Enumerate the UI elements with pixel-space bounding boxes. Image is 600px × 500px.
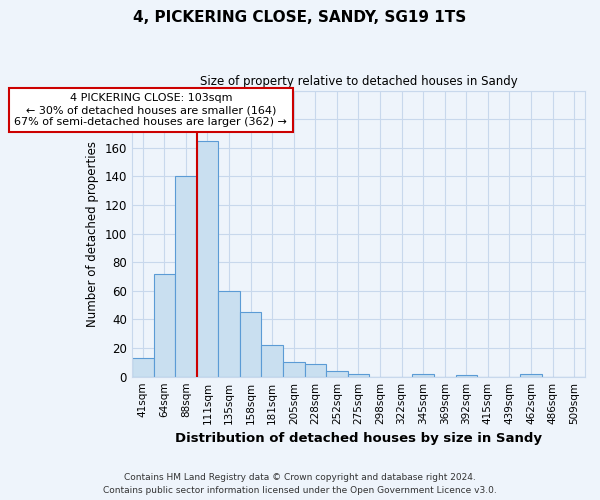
Bar: [305, 364, 326, 376]
Bar: [412, 374, 434, 376]
Bar: [455, 375, 477, 376]
Bar: [240, 312, 262, 376]
Bar: [154, 274, 175, 376]
Text: 4, PICKERING CLOSE, SANDY, SG19 1TS: 4, PICKERING CLOSE, SANDY, SG19 1TS: [133, 10, 467, 25]
Bar: [197, 140, 218, 376]
Bar: [175, 176, 197, 376]
Bar: [218, 291, 240, 376]
Bar: [347, 374, 369, 376]
Bar: [262, 345, 283, 376]
Text: Contains HM Land Registry data © Crown copyright and database right 2024.
Contai: Contains HM Land Registry data © Crown c…: [103, 474, 497, 495]
Text: 4 PICKERING CLOSE: 103sqm
← 30% of detached houses are smaller (164)
67% of semi: 4 PICKERING CLOSE: 103sqm ← 30% of detac…: [14, 94, 287, 126]
X-axis label: Distribution of detached houses by size in Sandy: Distribution of detached houses by size …: [175, 432, 542, 445]
Title: Size of property relative to detached houses in Sandy: Size of property relative to detached ho…: [200, 75, 517, 88]
Bar: [283, 362, 305, 376]
Bar: [326, 371, 347, 376]
Bar: [132, 358, 154, 376]
Bar: [520, 374, 542, 376]
Y-axis label: Number of detached properties: Number of detached properties: [86, 140, 99, 326]
